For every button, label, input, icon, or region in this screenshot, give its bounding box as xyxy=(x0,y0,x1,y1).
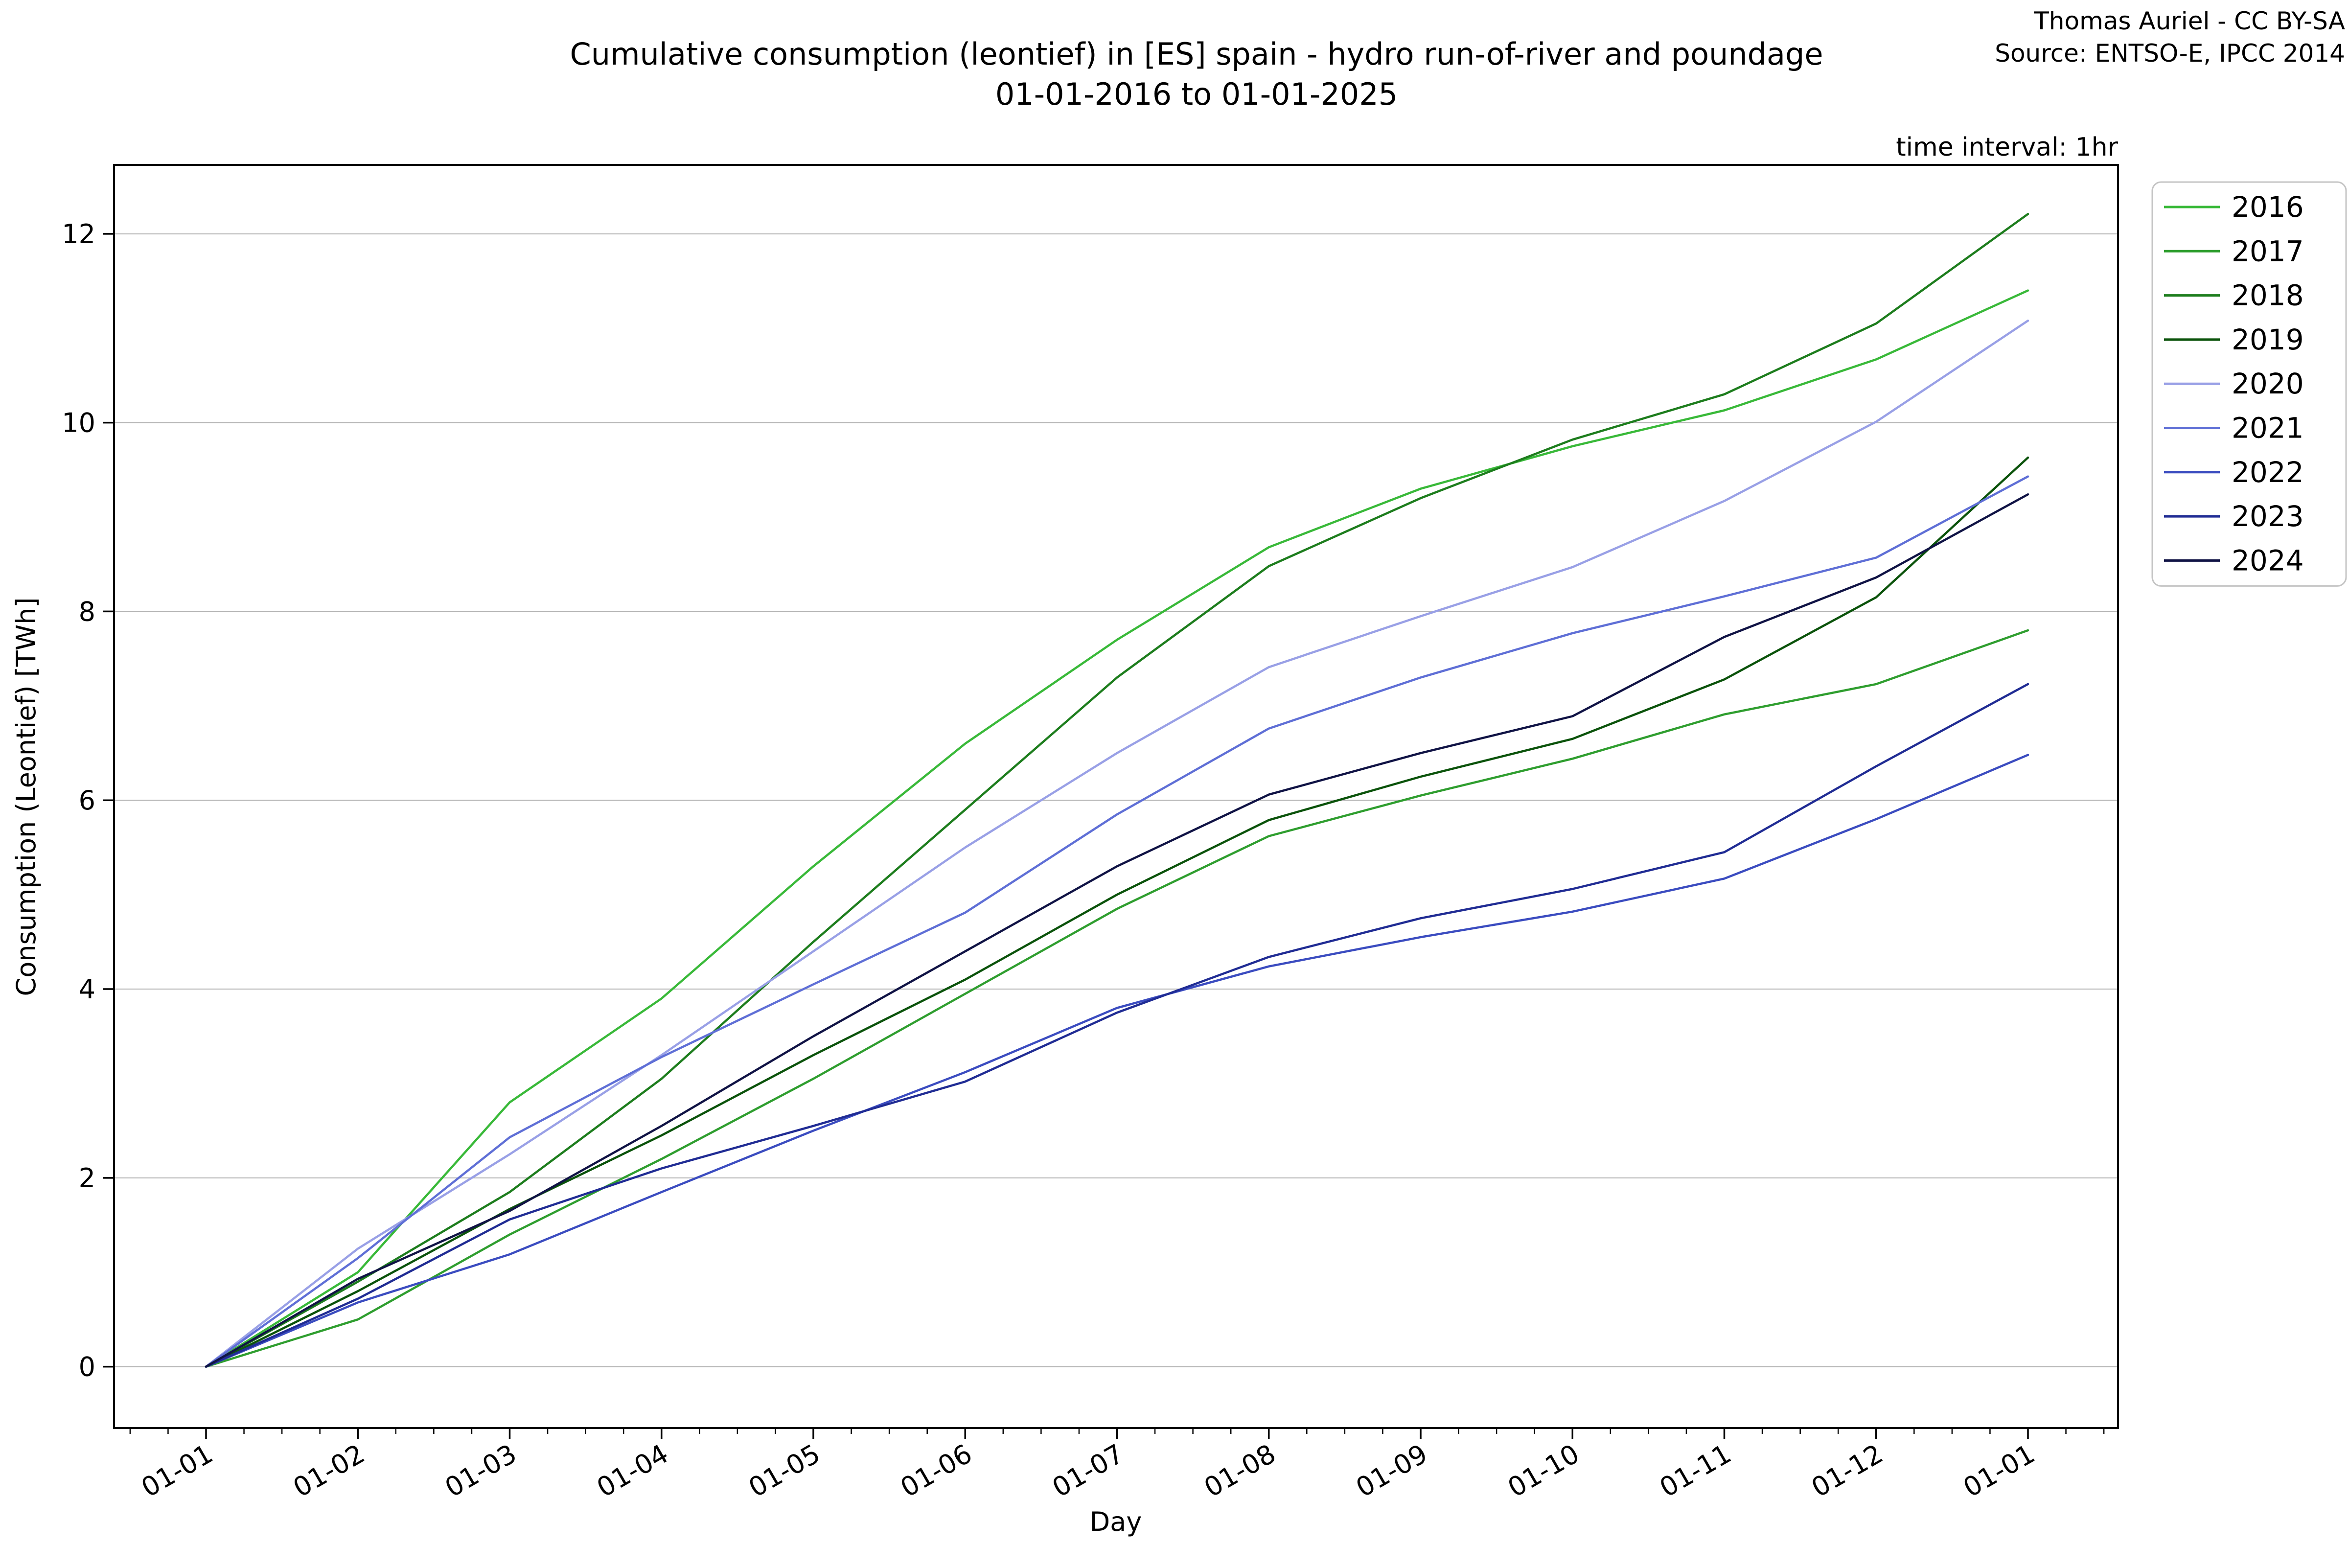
y-axis-label: Consumption (Leontief) [TWh] xyxy=(11,598,42,996)
y-tick-label: 8 xyxy=(79,596,95,627)
legend: 2016 2017 2018 2019 2020 2021 2022 2023 2024 xyxy=(2151,181,2347,587)
legend-box xyxy=(2151,181,2347,587)
legend-label-2019: 2019 xyxy=(2232,323,2304,356)
series-line-2023 xyxy=(205,683,2029,1368)
series-line-2024 xyxy=(205,493,2029,1368)
plot-border xyxy=(113,164,2119,1429)
x-tick-label: 01-02 xyxy=(288,1438,369,1503)
legend-label-2016: 2016 xyxy=(2232,190,2304,224)
series-line-2017 xyxy=(205,629,2029,1368)
legend-label-2018: 2018 xyxy=(2232,279,2304,312)
x-tick-label: 01-12 xyxy=(1806,1438,1888,1503)
x-tick-label: 01-01 xyxy=(136,1438,218,1503)
series-line-2021 xyxy=(205,475,2029,1368)
x-tick-label: 01-10 xyxy=(1502,1438,1584,1503)
tick-labels: 0 2 4 6 8 10 12 01-01 01-02 01-03 01-04 01-05 01-06 0… xyxy=(62,219,2040,1503)
time-interval-text: time interval: 1hr xyxy=(1896,133,2118,162)
x-tick-label: 01-06 xyxy=(895,1438,977,1503)
x-tick-label: 01-07 xyxy=(1047,1438,1129,1503)
series-line-2020 xyxy=(205,320,2029,1368)
x-tick-label: 01-09 xyxy=(1351,1438,1432,1503)
chart-subtitle: 01-01-2016 to 01-01-2025 xyxy=(995,76,1398,112)
series-line-2016 xyxy=(205,289,2029,1368)
legend-label-2023: 2023 xyxy=(2232,500,2304,533)
y-tick-label: 6 xyxy=(79,785,95,816)
source-text: Source: ENTSO-E, IPCC 2014 xyxy=(1995,39,2345,68)
series-line-2019 xyxy=(205,456,2029,1368)
y-tick-label: 10 xyxy=(62,408,95,438)
series-lines xyxy=(205,213,2029,1368)
x-axis-label: Day xyxy=(1090,1506,1142,1537)
legend-label-2020: 2020 xyxy=(2232,367,2304,400)
y-tick-label: 0 xyxy=(79,1352,95,1383)
x-tick-label: 01-11 xyxy=(1655,1438,1736,1503)
series-line-2022 xyxy=(205,754,2029,1368)
gridlines xyxy=(114,233,2118,1367)
axes xyxy=(103,164,2119,1439)
legend-label-2024: 2024 xyxy=(2232,544,2304,577)
x-tick-label: 01-01 xyxy=(1958,1438,2040,1503)
x-tick-label: 01-05 xyxy=(743,1438,825,1503)
x-tick-label: 01-08 xyxy=(1199,1438,1281,1503)
series-line-2018 xyxy=(205,213,2029,1368)
chart-title: Cumulative consumption (leontief) in [ES… xyxy=(570,36,1823,72)
x-tick-label: 01-04 xyxy=(592,1438,673,1503)
legend-label-2021: 2021 xyxy=(2232,412,2304,445)
x-tick-label: 01-03 xyxy=(440,1438,522,1503)
y-tick-label: 2 xyxy=(79,1163,95,1194)
y-tick-label: 4 xyxy=(79,974,95,1005)
credit-text: Thomas Auriel - CC BY-SA xyxy=(2033,7,2345,35)
legend-label-2022: 2022 xyxy=(2232,456,2304,489)
legend-label-2017: 2017 xyxy=(2232,234,2304,268)
y-tick-label: 12 xyxy=(62,219,95,250)
